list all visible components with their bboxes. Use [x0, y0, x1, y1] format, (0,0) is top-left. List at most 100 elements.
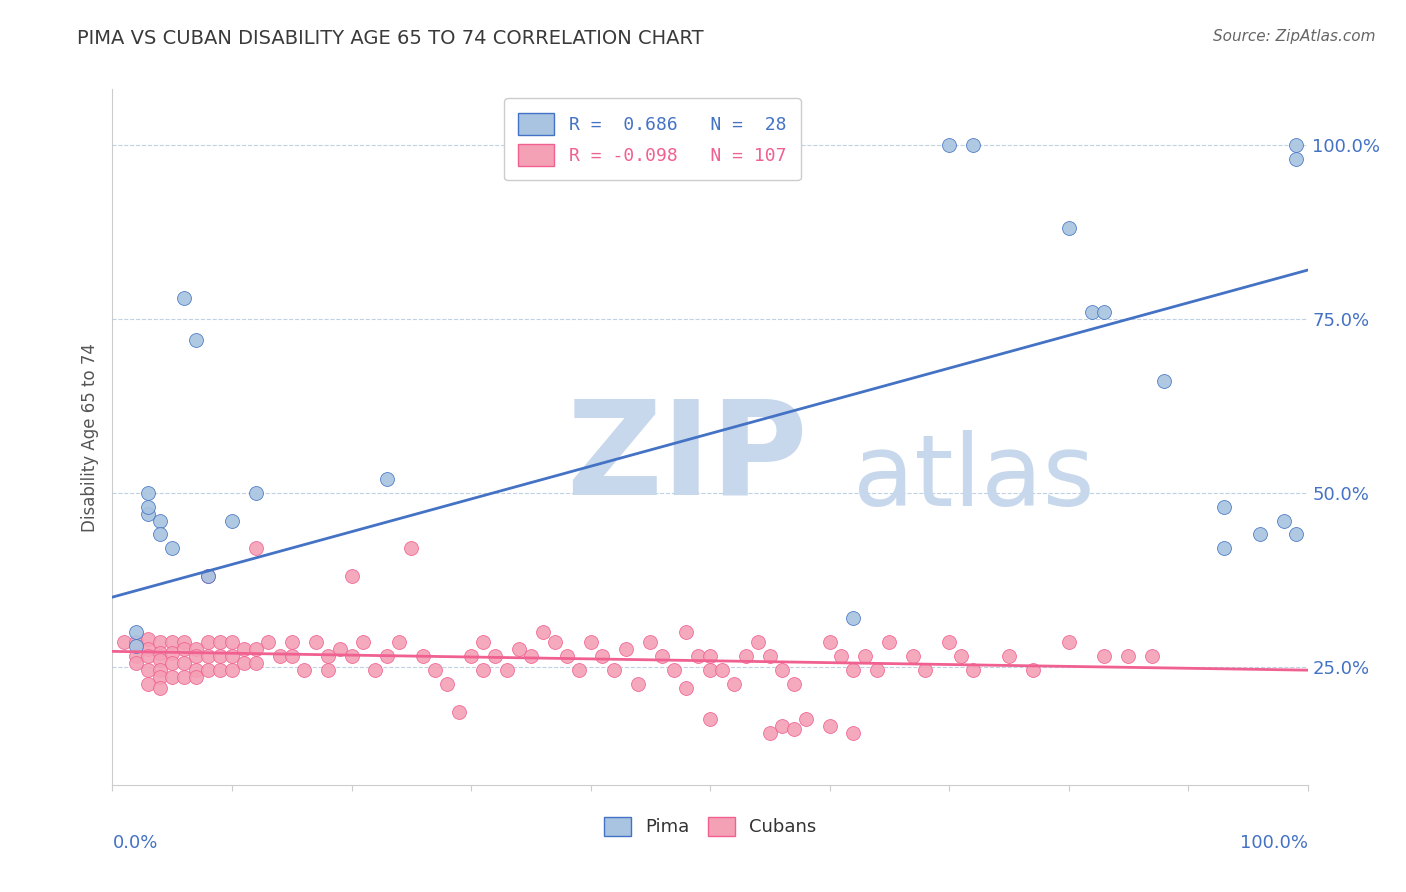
- Point: [866, 663, 889, 677]
- Point: [447, 705, 470, 719]
- Point: [197, 635, 219, 649]
- Point: [1022, 663, 1045, 677]
- Point: [1142, 649, 1164, 664]
- Text: PIMA VS CUBAN DISABILITY AGE 65 TO 74 CORRELATION CHART: PIMA VS CUBAN DISABILITY AGE 65 TO 74 CO…: [77, 29, 704, 47]
- Point: [711, 663, 734, 677]
- Point: [186, 663, 208, 677]
- Point: [520, 649, 543, 664]
- Point: [950, 649, 973, 664]
- Point: [245, 541, 267, 556]
- Point: [914, 663, 936, 677]
- Point: [162, 646, 183, 660]
- Point: [305, 635, 328, 649]
- Point: [699, 712, 721, 726]
- Point: [149, 663, 172, 677]
- Point: [879, 635, 901, 649]
- Point: [197, 569, 219, 583]
- Point: [316, 663, 339, 677]
- Point: [138, 642, 160, 657]
- Point: [842, 611, 865, 625]
- Point: [173, 657, 195, 671]
- Point: [221, 635, 243, 649]
- Point: [794, 712, 817, 726]
- Point: [138, 649, 160, 664]
- Point: [770, 719, 793, 733]
- Point: [616, 642, 638, 657]
- Point: [640, 635, 662, 649]
- Point: [209, 649, 232, 664]
- Point: [138, 500, 160, 514]
- Point: [352, 635, 374, 649]
- Point: [842, 663, 865, 677]
- Point: [340, 649, 363, 664]
- Point: [281, 635, 304, 649]
- Point: [401, 541, 423, 556]
- Point: [818, 719, 841, 733]
- Point: [831, 649, 853, 664]
- Point: [269, 649, 291, 664]
- Point: [1213, 541, 1236, 556]
- Point: [257, 635, 280, 649]
- Point: [125, 657, 148, 671]
- Point: [855, 649, 877, 664]
- Point: [149, 514, 172, 528]
- Point: [1285, 152, 1308, 166]
- Point: [436, 677, 458, 691]
- Point: [412, 649, 434, 664]
- Point: [1081, 305, 1104, 319]
- Point: [114, 635, 135, 649]
- Point: [770, 663, 793, 677]
- Point: [138, 663, 160, 677]
- Point: [173, 642, 195, 657]
- Point: [388, 635, 411, 649]
- Point: [209, 663, 232, 677]
- Point: [484, 649, 506, 664]
- Point: [1057, 635, 1080, 649]
- Point: [818, 635, 841, 649]
- Point: [209, 635, 232, 649]
- Point: [138, 632, 160, 646]
- Point: [903, 649, 925, 664]
- Point: [496, 663, 519, 677]
- Point: [173, 670, 195, 684]
- Point: [1057, 221, 1080, 235]
- Point: [938, 635, 960, 649]
- Point: [472, 635, 495, 649]
- Point: [149, 670, 172, 684]
- Point: [675, 624, 697, 639]
- Point: [747, 635, 769, 649]
- Point: [149, 681, 172, 695]
- Point: [1249, 527, 1271, 541]
- Point: [1118, 649, 1140, 664]
- Point: [568, 663, 591, 677]
- Point: [125, 639, 148, 653]
- Legend: Pima, Cubans: Pima, Cubans: [595, 808, 825, 846]
- Point: [1153, 375, 1175, 389]
- Point: [186, 670, 208, 684]
- Point: [962, 663, 984, 677]
- Point: [675, 681, 697, 695]
- Point: [759, 726, 782, 740]
- Point: [149, 653, 172, 667]
- Point: [233, 657, 256, 671]
- Point: [543, 635, 565, 649]
- Point: [173, 291, 195, 305]
- Point: [1272, 514, 1295, 528]
- Text: ZIP: ZIP: [567, 394, 808, 522]
- Text: Source: ZipAtlas.com: Source: ZipAtlas.com: [1212, 29, 1375, 44]
- Point: [1094, 305, 1116, 319]
- Point: [221, 649, 243, 664]
- Point: [186, 649, 208, 664]
- Point: [377, 472, 399, 486]
- Point: [1285, 527, 1308, 541]
- Point: [186, 642, 208, 657]
- Point: [592, 649, 614, 664]
- Point: [138, 507, 160, 521]
- Point: [579, 635, 602, 649]
- Point: [186, 333, 208, 347]
- Point: [627, 677, 650, 691]
- Point: [472, 663, 495, 677]
- Point: [197, 649, 219, 664]
- Point: [316, 649, 339, 664]
- Point: [149, 527, 172, 541]
